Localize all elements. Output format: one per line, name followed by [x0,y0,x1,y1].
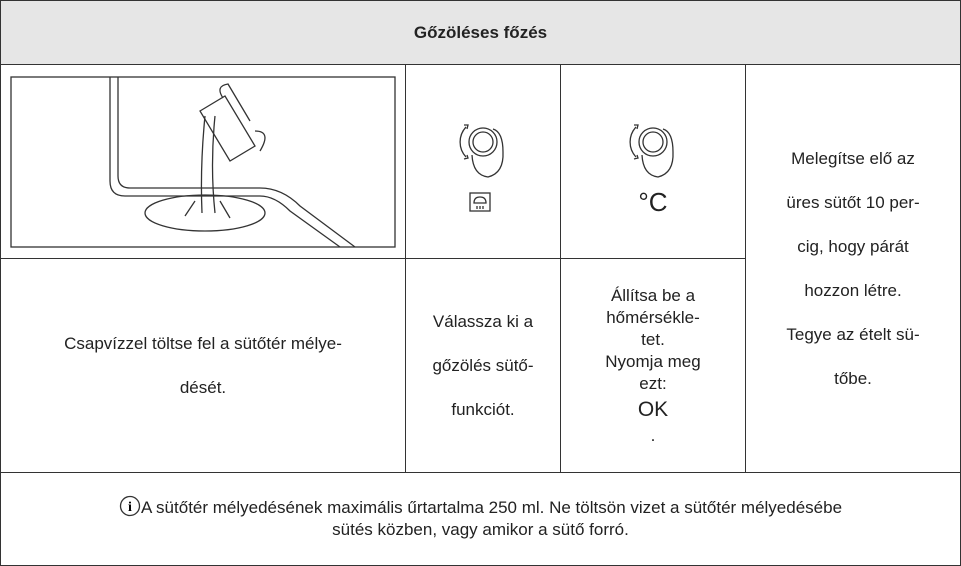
text-line: Válassza ki a [432,311,534,331]
text-line: Állítsa be a [610,285,696,305]
step-text: Csapvízzel töltse fel a sütőtér mélye-dé… [0,258,406,473]
text-line: Tegye az ételt sü- [786,324,920,344]
temperature-symbol: °C [638,186,668,217]
note: i A sütőtér mélyedésének maximális űrtar… [0,472,961,566]
image-cell [405,64,561,259]
text-line: hőmérsékle- [606,307,700,327]
header: Gőzöléses főzés [0,0,961,65]
text-line: hozzon létre. [804,280,902,300]
text-line: sütés közben, vagy amikor a sütő forró. [332,520,629,539]
note-text: A sütőtér mélyedésének maximális űrtarta… [141,498,842,539]
image-cell [0,64,406,259]
text-line: funkciót. [451,399,515,419]
text-line: tőbe. [834,368,872,388]
text-line: cig, hogy párát [797,236,909,256]
knob-illustration [459,123,504,212]
image-cell: °C [560,64,746,259]
text-line: tet. [641,329,665,349]
text: . [650,425,656,445]
text-line: Csapvízzel töltse fel a sütőtér mélye- [64,333,342,353]
step-lines: Állítsa be a hőmérsékle-tet. Nyomja meg ezt… [605,285,700,395]
step-text: Melegítse elő az üres sütőt 10 per-cig, h… [745,64,961,473]
text-line: üres sütőt 10 per- [786,192,920,212]
ok-button-label: OK [637,397,669,421]
pour-illustration [10,75,396,248]
text-line: dését. [179,377,227,397]
info-icon: i [119,495,141,517]
knob-illustration [629,123,674,178]
text-line: A sütőtér mélyedésének maximális űrtarta… [140,498,843,517]
svg-text:i: i [128,500,132,515]
text-line: gőzölés sütő- [432,355,534,375]
step-text: Állítsa be a hőmérsékle-tet. Nyomja meg ezt… [560,258,746,473]
title: Gőzöléses főzés [413,22,548,42]
step-text: Válassza ki a gőzölés sütő-funkciót. [405,258,561,473]
text-line: ezt: [639,373,667,393]
text-line: Melegítse elő az [791,148,915,168]
text-line: Nyomja meg [605,351,701,371]
